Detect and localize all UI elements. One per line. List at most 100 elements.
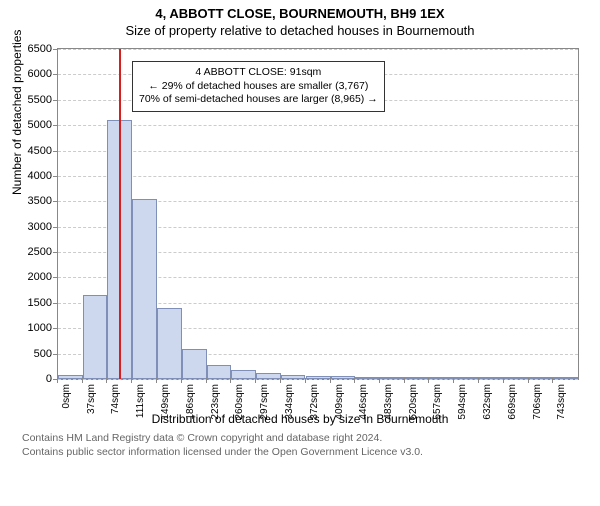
- histogram-bar: [58, 375, 83, 379]
- xtick-mark: [82, 378, 83, 383]
- annotation-box: 4 ABBOTT CLOSE: 91sqm ← 29% of detached …: [132, 61, 385, 112]
- footer-attribution: Contains HM Land Registry data © Crown c…: [22, 432, 600, 459]
- ytick-mark: [53, 252, 58, 253]
- ytick-label: 3000: [12, 221, 52, 233]
- ytick-mark: [53, 49, 58, 50]
- xtick-label: 743sqm: [556, 384, 567, 420]
- ytick-mark: [53, 74, 58, 75]
- ytick-mark: [53, 303, 58, 304]
- chart-title-sub: Size of property relative to detached ho…: [0, 23, 600, 38]
- ytick-label: 5000: [12, 119, 52, 131]
- ytick-label: 4000: [12, 170, 52, 182]
- xtick-mark: [478, 378, 479, 383]
- plot-area: 0500100015002000250030003500400045005000…: [57, 48, 579, 380]
- xtick-mark: [503, 378, 504, 383]
- ytick-label: 2000: [12, 271, 52, 283]
- ytick-mark: [53, 277, 58, 278]
- histogram-bar: [256, 373, 281, 379]
- histogram-bar: [331, 376, 356, 379]
- chart-title-main: 4, ABBOTT CLOSE, BOURNEMOUTH, BH9 1EX: [0, 6, 600, 21]
- histogram-bar: [553, 377, 578, 379]
- ytick-mark: [53, 201, 58, 202]
- xtick-mark: [305, 378, 306, 383]
- xtick-label: 0sqm: [61, 384, 72, 408]
- xtick-label: 372sqm: [309, 384, 320, 420]
- ytick-mark: [53, 176, 58, 177]
- ytick-mark: [53, 151, 58, 152]
- xtick-label: 186sqm: [185, 384, 196, 420]
- ytick-label: 1500: [12, 297, 52, 309]
- xtick-label: 669sqm: [507, 384, 518, 420]
- histogram-bar: [355, 377, 380, 379]
- xtick-label: 483sqm: [383, 384, 394, 420]
- ytick-label: 500: [12, 348, 52, 360]
- ytick-label: 0: [12, 373, 52, 385]
- gridline: [58, 125, 578, 126]
- histogram-bar: [231, 370, 256, 379]
- annotation-line-3: 70% of semi-detached houses are larger (…: [139, 93, 378, 107]
- annotation-line-1: 4 ABBOTT CLOSE: 91sqm: [139, 66, 378, 80]
- xtick-mark: [354, 378, 355, 383]
- reference-line: [119, 49, 121, 379]
- gridline: [58, 49, 578, 50]
- xtick-mark: [181, 378, 182, 383]
- xtick-label: 409sqm: [334, 384, 345, 420]
- xtick-label: 37sqm: [86, 384, 97, 414]
- footer-line-1: Contains HM Land Registry data © Crown c…: [22, 432, 600, 446]
- xtick-label: 334sqm: [284, 384, 295, 420]
- histogram-bar: [281, 375, 306, 379]
- histogram-bar: [132, 199, 157, 379]
- ytick-mark: [53, 328, 58, 329]
- ytick-label: 4500: [12, 145, 52, 157]
- xtick-label: 223sqm: [210, 384, 221, 420]
- xtick-label: 260sqm: [234, 384, 245, 420]
- histogram-bar: [380, 377, 405, 379]
- histogram-bar: [157, 308, 182, 379]
- ytick-mark: [53, 100, 58, 101]
- xtick-label: 149sqm: [160, 384, 171, 420]
- xtick-label: 446sqm: [358, 384, 369, 420]
- xtick-mark: [131, 378, 132, 383]
- ytick-label: 3500: [12, 195, 52, 207]
- ytick-mark: [53, 125, 58, 126]
- ytick-mark: [53, 354, 58, 355]
- xtick-mark: [230, 378, 231, 383]
- histogram-bar: [429, 377, 454, 379]
- histogram-bar: [479, 377, 504, 379]
- annotation-line-2: ← 29% of detached houses are smaller (3,…: [139, 80, 378, 94]
- histogram-bar: [83, 295, 108, 379]
- xtick-mark: [106, 378, 107, 383]
- xtick-label: 557sqm: [432, 384, 443, 420]
- gridline: [58, 151, 578, 152]
- xtick-mark: [552, 378, 553, 383]
- xtick-mark: [280, 378, 281, 383]
- xtick-label: 74sqm: [110, 384, 121, 414]
- xtick-label: 594sqm: [457, 384, 468, 420]
- xtick-mark: [428, 378, 429, 383]
- xtick-label: 297sqm: [259, 384, 270, 420]
- ytick-label: 5500: [12, 94, 52, 106]
- xtick-mark: [206, 378, 207, 383]
- ytick-label: 2500: [12, 246, 52, 258]
- ytick-mark: [53, 227, 58, 228]
- xtick-mark: [255, 378, 256, 383]
- xtick-label: 632sqm: [482, 384, 493, 420]
- histogram-bar: [529, 377, 554, 379]
- histogram-bar: [504, 377, 529, 379]
- ytick-label: 6000: [12, 68, 52, 80]
- xtick-mark: [528, 378, 529, 383]
- histogram-bar: [405, 377, 430, 379]
- histogram-bar: [454, 377, 479, 379]
- footer-line-2: Contains public sector information licen…: [22, 446, 600, 460]
- gridline: [58, 379, 578, 380]
- chart-area: 0500100015002000250030003500400045005000…: [57, 48, 577, 408]
- xtick-mark: [453, 378, 454, 383]
- xtick-label: 111sqm: [135, 384, 146, 418]
- xtick-label: 706sqm: [532, 384, 543, 420]
- xtick-mark: [156, 378, 157, 383]
- xtick-mark: [57, 378, 58, 383]
- xtick-mark: [330, 378, 331, 383]
- xtick-mark: [404, 378, 405, 383]
- ytick-label: 1000: [12, 322, 52, 334]
- xtick-mark: [379, 378, 380, 383]
